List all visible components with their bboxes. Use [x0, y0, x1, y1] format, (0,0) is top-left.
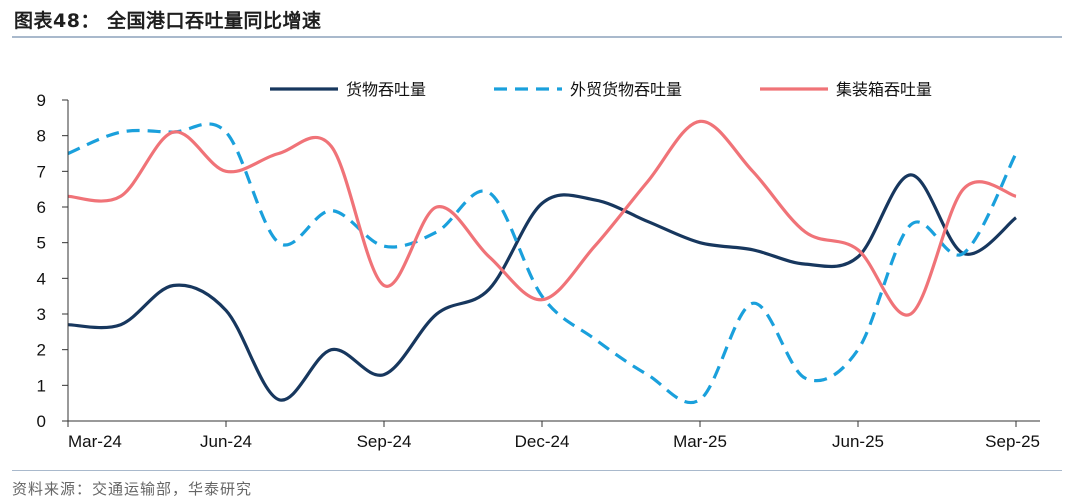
- y-tick-label: 3: [37, 305, 46, 324]
- y-tick-label: 2: [37, 341, 46, 360]
- y-tick-label: 6: [37, 198, 46, 217]
- y-tick-label: 9: [37, 91, 46, 110]
- y-tick-label: 4: [37, 269, 46, 288]
- x-tick-label: Dec-24: [515, 432, 570, 451]
- y-tick-label: 0: [37, 412, 46, 431]
- y-tick-label: 1: [37, 376, 46, 395]
- x-tick-label: Mar-24: [68, 432, 122, 451]
- x-tick-label: Jun-24: [200, 432, 252, 451]
- axes-layer: 0 1 2 3 4 5 6 7 8 9 Mar-24 Jun-24 Sep-24 Dec-24 Mar-25…: [37, 91, 1040, 451]
- series-line-3: [67, 119, 1017, 317]
- y-tick-label: 8: [37, 127, 46, 146]
- title-divider: [12, 36, 1062, 38]
- legend-label-2: 外贸货物吞吐量: [570, 80, 682, 99]
- x-tick-label: Sep-25: [985, 432, 1040, 451]
- series-layer: [67, 119, 1018, 405]
- source-divider: [12, 470, 1062, 471]
- y-tick-label: 5: [37, 234, 46, 253]
- legend: 货物吞吐量 外贸货物吞吐量 集装箱吞吐量: [270, 80, 932, 99]
- series-line-1: [67, 173, 1018, 402]
- y-tick-label: 7: [37, 162, 46, 181]
- line-chart: 0 1 2 3 4 5 6 7 8 9 Mar-24 Jun-24 Sep-24 Dec-24 Mar-25…: [37, 80, 1040, 451]
- legend-label-1: 货物吞吐量: [346, 80, 426, 99]
- legend-label-3: 集装箱吞吐量: [836, 80, 932, 99]
- x-tick-label: Mar-25: [673, 432, 727, 451]
- series-line-2: [67, 122, 1018, 405]
- x-tick-label: Jun-25: [832, 432, 884, 451]
- x-tick-label: Sep-24: [357, 432, 412, 451]
- source-note: 资料来源：交通运输部，华泰研究: [12, 480, 253, 498]
- chart-title: 图表48： 全国港口吞吐量同比增速: [14, 10, 322, 32]
